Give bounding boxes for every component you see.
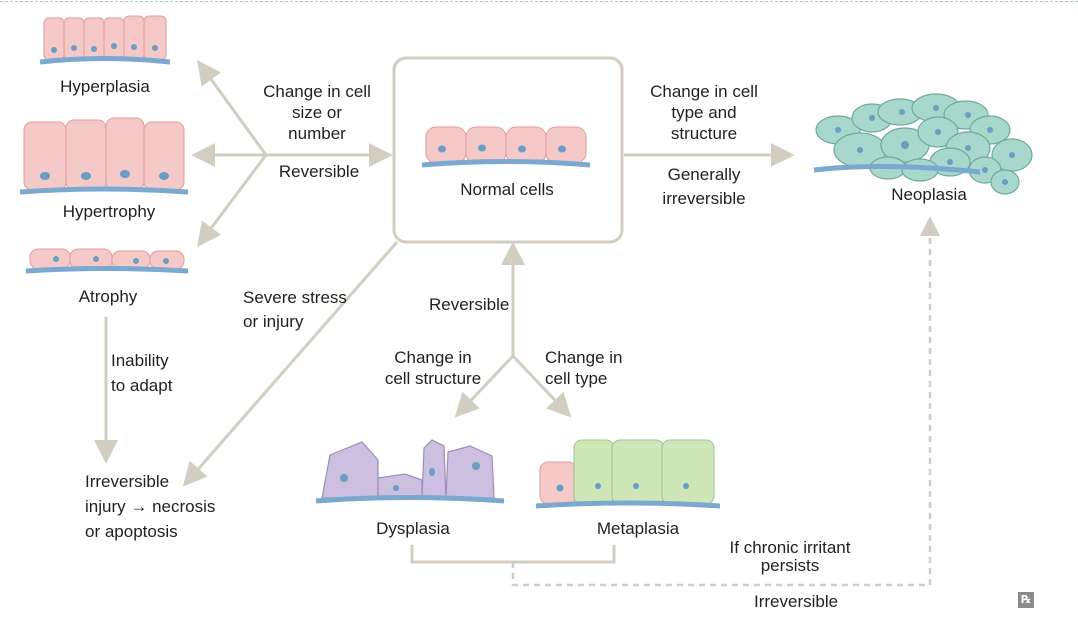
reversible-left-label: Reversible xyxy=(278,162,360,181)
change-type-line1: Change in cell xyxy=(650,82,758,101)
normal-cells-label: Normal cells xyxy=(460,180,554,199)
left-arrows xyxy=(191,60,393,247)
generally-line1: Generally xyxy=(667,165,741,184)
severe-stress-line2: or injury xyxy=(243,312,304,331)
normal-cells-illustration xyxy=(421,126,591,168)
dashed-arrow-to-neoplasia xyxy=(511,216,940,587)
metaplasia-label: Metaplasia xyxy=(596,519,680,538)
chronic-irritant-line2: persists xyxy=(760,556,820,575)
irreversible-injury-line3: or apoptosis xyxy=(85,522,178,541)
dysplasia-label: Dysplasia xyxy=(376,519,450,538)
irreversible-injury-line2: injury → necrosis xyxy=(85,497,216,516)
irreversible-injury-line1: Irreversible xyxy=(85,472,170,491)
top-dashed-border xyxy=(0,1,1078,2)
center-arrows xyxy=(454,241,572,418)
change-celltype-line2: cell type xyxy=(545,369,608,388)
severe-stress-line1: Severe stress xyxy=(243,288,347,307)
inability-line1: Inability xyxy=(111,351,169,370)
neoplasia-cells xyxy=(813,93,1033,195)
reversible-mid-label: Reversible xyxy=(429,295,510,314)
bottom-bracket xyxy=(410,545,616,564)
atrophy-label: Atrophy xyxy=(78,287,138,306)
dysplasia-cells xyxy=(315,439,505,504)
hypertrophy-cells xyxy=(19,117,189,195)
change-size-line2: size or xyxy=(291,103,343,122)
change-structure-line1: Change in xyxy=(394,348,472,367)
hyperplasia-label: Hyperplasia xyxy=(60,77,150,96)
hyperplasia-cells xyxy=(39,15,171,65)
change-celltype-line1: Change in xyxy=(545,348,623,367)
chronic-irritant-line1: If chronic irritant xyxy=(729,538,851,557)
change-size-line3: number xyxy=(288,124,346,143)
generally-line2: irreversible xyxy=(662,189,746,208)
change-structure-line2: cell structure xyxy=(384,369,482,388)
rx-logo-icon: ℞ xyxy=(1018,592,1034,608)
neoplasia-label: Neoplasia xyxy=(891,185,967,204)
change-size-line1: Change in cell xyxy=(263,82,371,101)
change-type-line2: type and xyxy=(671,103,737,122)
atrophy-cells xyxy=(25,248,189,274)
change-type-line3: structure xyxy=(670,124,738,143)
hypertrophy-label: Hypertrophy xyxy=(62,202,156,221)
metaplasia-cells xyxy=(535,439,721,509)
inability-line2: to adapt xyxy=(111,376,173,395)
arrow-severe-stress xyxy=(182,241,399,487)
irreversible-bottom-label: Irreversible xyxy=(754,592,839,611)
